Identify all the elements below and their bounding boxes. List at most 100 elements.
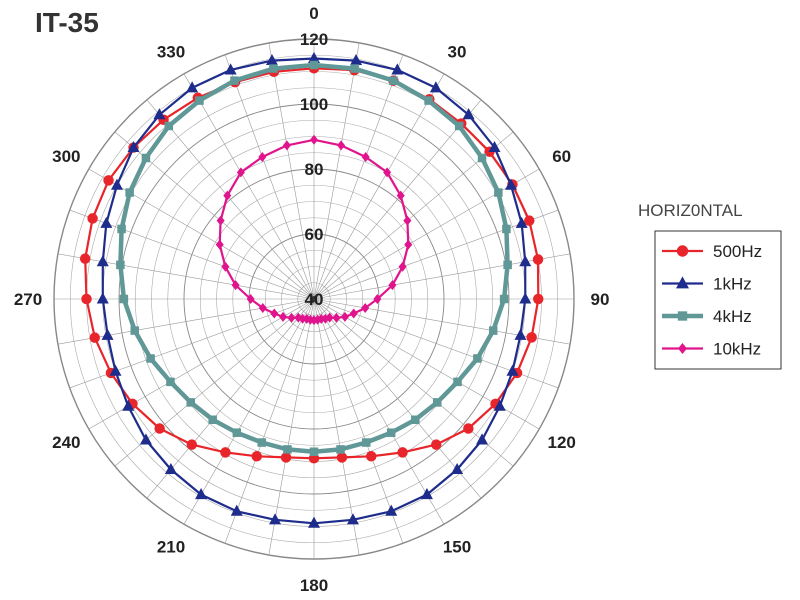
data-point: [101, 328, 114, 340]
legend-label: 500Hz: [713, 242, 762, 261]
angle-tick-label: 150: [443, 538, 471, 557]
grid-spoke: [313, 298, 445, 525]
legend-label: 1kHz: [713, 275, 752, 294]
angle-tick-label: 270: [14, 290, 42, 309]
data-point: [337, 140, 346, 151]
angle-tick-label: 210: [157, 538, 185, 557]
data-point: [432, 398, 442, 407]
data-point: [332, 312, 341, 323]
grid-spoke: [183, 298, 315, 525]
data-point: [215, 239, 224, 250]
data-point: [350, 53, 363, 66]
data-point: [125, 188, 134, 197]
legend-entries: 500Hz 1kHz 4kHz 10kHz: [662, 242, 762, 359]
angle-tick-label: 330: [157, 42, 185, 61]
data-point: [503, 260, 512, 270]
data-point: [420, 488, 433, 500]
data-point: [476, 433, 489, 445]
radial-tick-label: 100: [300, 95, 328, 114]
data-point: [100, 216, 113, 228]
data-point: [477, 153, 487, 163]
data-point: [257, 438, 267, 447]
angle-tick-label: 300: [52, 147, 80, 166]
legend-swatch-marker: [676, 276, 689, 289]
data-point: [389, 76, 398, 85]
data-point: [186, 439, 198, 450]
data-point: [302, 313, 311, 324]
data-point: [236, 167, 245, 178]
data-point: [96, 255, 109, 267]
data-point: [283, 445, 292, 454]
data-point: [119, 294, 129, 304]
legend-title: HORIZ0NTAL: [638, 201, 743, 220]
data-point: [79, 253, 91, 264]
legend-box: [654, 230, 782, 370]
data-point: [231, 280, 240, 291]
data-point: [519, 292, 532, 304]
grid-spoke: [313, 298, 482, 499]
grid-spoke: [146, 298, 315, 499]
data-point: [251, 451, 262, 462]
data-point: [321, 313, 330, 324]
grid-spoke: [313, 253, 571, 300]
angle-tick-label: 60: [552, 147, 571, 166]
data-point: [403, 215, 412, 226]
data-point: [361, 438, 371, 447]
legend-label: 10kHz: [713, 340, 761, 359]
legend-entry: 500Hz: [662, 242, 762, 261]
radial-tick-label: 60: [305, 225, 324, 244]
data-point: [473, 354, 482, 363]
series-line: [84, 67, 540, 460]
angle-tick-label: 120: [547, 433, 575, 452]
data-point: [493, 399, 506, 411]
center-dot: [311, 296, 317, 302]
data-point: [308, 516, 320, 528]
angle-tick-label: 30: [448, 42, 467, 61]
data-point: [186, 398, 196, 407]
data-point: [308, 51, 320, 63]
data-point: [532, 254, 544, 265]
legend-entry: 4kHz: [662, 307, 752, 326]
data-point: [519, 255, 532, 267]
data-point: [454, 121, 464, 131]
data-point: [220, 447, 231, 458]
angle-tick-labels: 0 30 60 90 120 150 180 210 240 270 300 330: [14, 4, 610, 595]
data-point: [350, 64, 359, 73]
data-point: [258, 151, 267, 162]
legend-entry: 10kHz: [662, 340, 761, 359]
data-point: [499, 294, 509, 304]
data-point: [397, 447, 408, 458]
data-point: [336, 452, 348, 463]
data-point: [336, 445, 345, 454]
series-layer: [79, 51, 544, 528]
data-point: [373, 294, 382, 304]
data-point: [279, 311, 288, 322]
grid-spoke: [268, 42, 315, 300]
data-point: [388, 280, 397, 291]
data-point: [383, 167, 392, 178]
data-point: [117, 224, 126, 234]
data-point: [230, 76, 239, 85]
data-point: [506, 364, 519, 376]
legend: HORIZ0NTAL 500Hz 1kHz 4kHz 10kHz: [638, 201, 782, 370]
data-point: [429, 81, 442, 93]
data-point: [463, 423, 474, 434]
data-point: [391, 63, 404, 75]
data-point: [164, 121, 174, 131]
chart-title: IT-35: [35, 7, 99, 38]
data-point: [81, 293, 92, 305]
data-point: [154, 423, 165, 434]
data-point: [153, 108, 166, 120]
data-point: [386, 428, 396, 437]
data-point: [310, 134, 318, 145]
data-point: [488, 140, 501, 153]
series-4khz: [116, 60, 512, 456]
grid-spoke: [313, 73, 445, 300]
data-point: [494, 188, 503, 197]
data-point: [269, 513, 282, 525]
data-point: [223, 190, 232, 201]
data-point: [533, 293, 544, 305]
data-point: [346, 513, 359, 525]
series-10khz: [215, 134, 413, 326]
angle-tick-label: 0: [309, 4, 318, 23]
